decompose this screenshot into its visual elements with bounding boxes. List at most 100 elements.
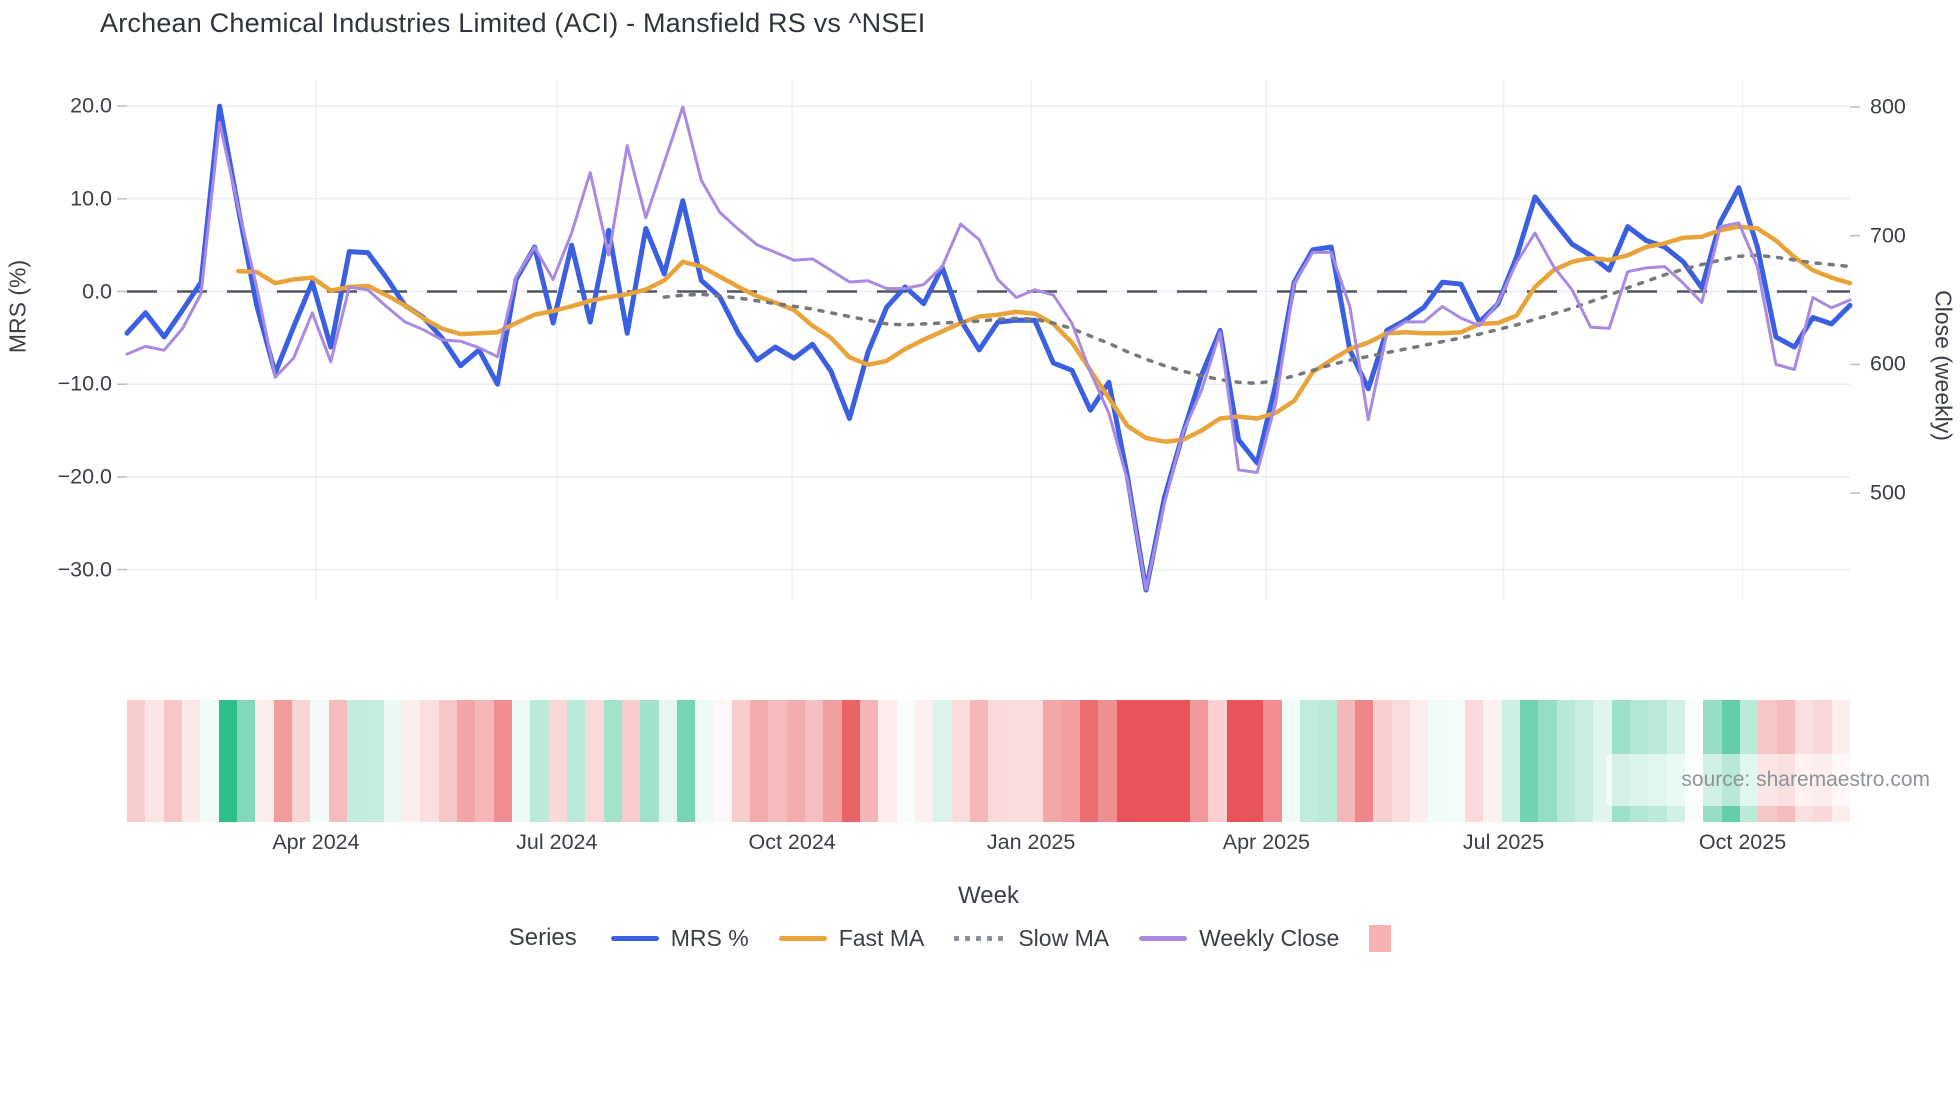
fast-ma-legend-swatch <box>778 935 827 941</box>
legend-item-label: MRS % <box>670 924 749 951</box>
heatmap-cell <box>1135 700 1154 822</box>
heatmap-cell <box>548 700 567 822</box>
line-chart-plot <box>117 80 1860 600</box>
heatmap-cell <box>346 700 366 822</box>
heatmap-cell <box>878 700 897 822</box>
legend-item-weekly-close[interactable]: Weekly Close <box>1139 925 1339 952</box>
slow-ma-legend-swatch <box>954 935 1006 941</box>
heatmap-cell <box>1483 700 1502 822</box>
y-axis-label-left: MRS (%) <box>4 259 31 354</box>
x-tick-label: Jul 2024 <box>516 830 598 854</box>
heatmap-cell <box>1391 700 1410 822</box>
heatmap-cell <box>383 700 402 822</box>
legend-title: Series <box>508 924 577 951</box>
mrs--legend-swatch <box>610 935 659 941</box>
heatmap-cell <box>915 700 934 822</box>
legend-item-label: Weekly Close <box>1199 924 1340 951</box>
heatmap-cell <box>145 700 164 822</box>
heatmap-cell <box>1098 700 1117 822</box>
heatmap-cell <box>640 700 659 822</box>
heatmap-cell <box>1519 700 1539 822</box>
legend-item-heatmap[interactable] <box>1369 924 1392 952</box>
heatmap-cell <box>658 700 677 822</box>
page-title: Archean Chemical Industries Limited (ACI… <box>100 8 926 38</box>
heatmap-cell <box>1080 700 1099 822</box>
heatmap-cell <box>1300 700 1319 822</box>
heatmap-cell <box>805 700 824 822</box>
fast-ma-line <box>235 224 1853 444</box>
heatmap-cell <box>255 700 274 822</box>
heatmap-cell <box>1025 700 1044 822</box>
heatmap-cell <box>1318 700 1337 822</box>
heatmap-cell <box>328 700 347 822</box>
heatmap-cell <box>860 700 879 822</box>
y-left-tick-label: −30.0 <box>57 557 112 582</box>
heatmap-cell <box>1171 700 1191 822</box>
y-left-tick-label: 10.0 <box>70 186 112 211</box>
legend-item-fast-ma[interactable]: Fast MA <box>778 925 924 952</box>
heatmap-cell <box>236 700 256 822</box>
x-tick-label: Apr 2025 <box>1222 830 1311 854</box>
source-watermark-box: source: sharemaestro.com <box>1606 754 1938 806</box>
heatmap-legend-swatch <box>1369 924 1392 952</box>
heatmap-cell <box>1153 700 1172 822</box>
legend-item-slow-ma[interactable]: Slow MA <box>954 925 1109 952</box>
slow-ma-line <box>662 253 1852 386</box>
heatmap-cell <box>475 700 494 822</box>
heatmap-cell <box>1409 700 1429 822</box>
heatmap-cell <box>401 700 421 822</box>
heatmap-cell <box>365 700 384 822</box>
heatmap-cell <box>621 700 641 822</box>
legend-item-mrs-[interactable]: MRS % <box>610 924 749 952</box>
heatmap-cell <box>1574 700 1594 822</box>
heatmap-cell <box>1006 700 1026 822</box>
heatmap-cell <box>933 700 952 822</box>
heatmap-cell <box>713 700 732 822</box>
heatmap-cell <box>438 700 457 822</box>
y-left-tick-label: 20.0 <box>70 93 112 118</box>
heatmap-cell <box>841 700 861 822</box>
heatmap-cell <box>1116 700 1136 822</box>
heatmap-cell <box>786 700 806 822</box>
heatmap-cell <box>456 700 476 822</box>
heatmap-cell <box>988 700 1007 822</box>
heatmap-cell <box>951 700 971 822</box>
y-left-tick-label: −20.0 <box>57 464 112 489</box>
heatmap-cell <box>420 700 439 822</box>
heatmap-cell <box>1373 700 1392 822</box>
heatmap-cell <box>970 700 989 822</box>
x-axis-label: Week <box>958 882 1019 909</box>
heatmap-cell <box>676 700 696 822</box>
x-tick-label: Jul 2025 <box>1462 830 1545 854</box>
y-left-tick-label: 0.0 <box>82 279 112 303</box>
weekly-close-legend-swatch <box>1139 935 1188 941</box>
heatmap-cell <box>566 700 586 822</box>
heatmap-cell <box>1336 700 1355 822</box>
heatmap-cell <box>896 700 916 822</box>
chart-legend: Series MRS % Fast MA Slow MA Weekly Close <box>0 924 1900 952</box>
heatmap-cell <box>181 700 201 822</box>
x-tick-label: Oct 2025 <box>1698 830 1787 854</box>
y-axis-label-right: Close (weekly) <box>1930 290 1957 441</box>
heatmap-cell <box>511 700 531 822</box>
heatmap-cell <box>200 700 219 822</box>
heatmap-cell <box>1061 700 1081 822</box>
y-right-tick-label: 700 <box>1870 223 1906 248</box>
heatmap-cell <box>1281 700 1300 822</box>
heatmap-cell <box>1245 700 1264 822</box>
y-right-tick-label: 800 <box>1870 94 1906 119</box>
heatmap-cell <box>163 700 182 822</box>
heatmap-cell <box>1354 700 1374 822</box>
heatmap-cell <box>585 700 604 822</box>
heatmap-cell <box>1428 700 1447 822</box>
heatmap-cell <box>1501 700 1520 822</box>
heatmap-cell <box>218 700 237 822</box>
heatmap-cell <box>273 700 292 822</box>
heatmap-cell <box>731 700 751 822</box>
y-left-tick-label: −10.0 <box>57 371 112 396</box>
heatmap-cell <box>1538 700 1557 822</box>
x-tick-label: Oct 2024 <box>748 830 836 854</box>
x-tick-label: Apr 2024 <box>272 830 360 854</box>
heatmap-cell <box>310 700 329 822</box>
